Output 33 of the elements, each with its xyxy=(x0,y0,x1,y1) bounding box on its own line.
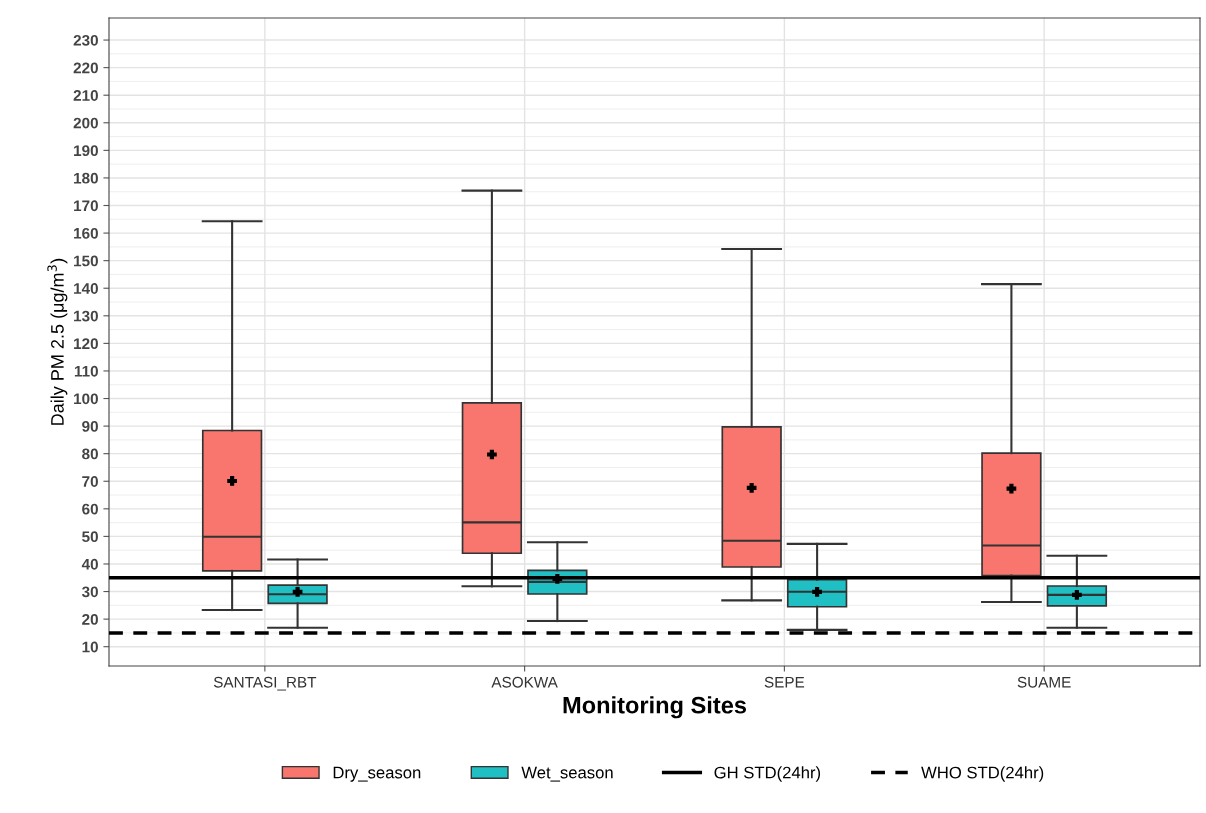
x-tick-label: SANTASI_RBT xyxy=(213,676,317,691)
y-tick-label: 110 xyxy=(74,365,98,377)
y-tick-label: 120 xyxy=(74,338,98,350)
x-axis-title: Monitoring Sites xyxy=(563,696,747,719)
legend-label: GH STD(24hr) xyxy=(714,766,821,782)
y-tick-label: 200 xyxy=(73,117,98,129)
legend-label: WHO STD(24hr) xyxy=(921,766,1044,782)
y-tick-label: 170 xyxy=(74,200,98,212)
y-tick-label: 160 xyxy=(74,227,98,239)
y-tick-label: 20 xyxy=(82,613,98,625)
y-tick-label: 80 xyxy=(82,448,98,460)
y-tick-label: 190 xyxy=(74,145,98,157)
y-tick-label: 100 xyxy=(74,393,98,405)
x-tick-label: SEPE xyxy=(764,676,805,688)
y-tick-label: 60 xyxy=(82,503,98,515)
x-tick-label: SUAME xyxy=(1017,676,1071,688)
y-tick-label: 10 xyxy=(82,641,98,653)
y-axis-title: Daily PM 2.5 (μg/m$^{3}$) xyxy=(47,258,68,425)
y-tick-label: 30 xyxy=(81,586,98,598)
y-tick-label: 90 xyxy=(82,420,98,432)
y-tick-label: 150 xyxy=(74,255,98,267)
y-tick-label: 50 xyxy=(82,531,98,543)
y-tick-label: 70 xyxy=(82,476,98,487)
legend-label: Wet_season xyxy=(521,766,613,782)
y-tick-label: 180 xyxy=(74,172,98,184)
x-tick-label: ASOKWA xyxy=(491,676,558,688)
y-tick-label: 230 xyxy=(73,34,98,46)
y-tick-label: 210 xyxy=(73,90,98,101)
legend-label: Dry_season xyxy=(333,766,421,782)
y-tick-label: 140 xyxy=(74,283,98,294)
y-tick-label: 220 xyxy=(73,62,98,74)
y-tick-label: 40 xyxy=(81,558,98,570)
y-tick-label: 130 xyxy=(74,310,98,322)
